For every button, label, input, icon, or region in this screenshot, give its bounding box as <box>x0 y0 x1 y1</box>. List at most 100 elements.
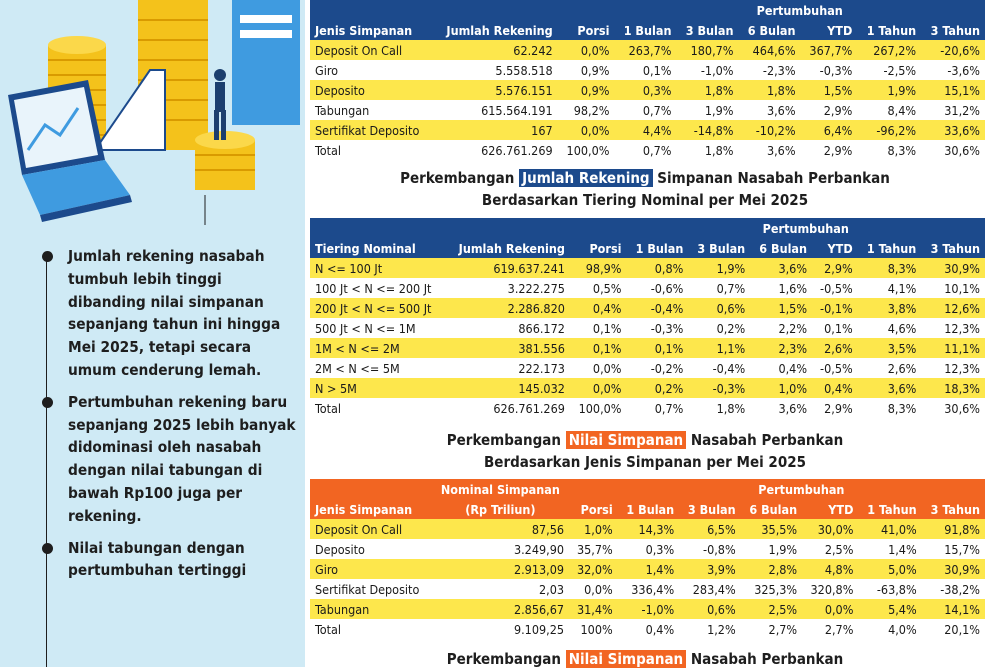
table-cell: 1,6% <box>750 278 813 298</box>
table-cell: 14,3% <box>617 519 680 539</box>
table-cell: 1,0% <box>750 378 813 398</box>
table-cell: 4,0% <box>858 619 922 639</box>
table-cell: Total <box>310 619 432 639</box>
table-cell: 167 <box>432 120 558 140</box>
table-cell: 1,9% <box>740 539 803 559</box>
section-title: Perkembangan Nilai Simpanan Nasabah Perb… <box>305 648 985 670</box>
table-cell: 1,8% <box>738 80 801 100</box>
table-cell: 2.286.820 <box>445 298 570 318</box>
table-cell: 8,3% <box>857 140 922 160</box>
table-cell: 1,4% <box>858 539 922 559</box>
table-cell: Sertifikat Deposito <box>310 120 433 140</box>
table-header-row: Jenis Simpanan Jumlah Rekening Porsi 1 B… <box>310 20 985 40</box>
column-header: Jenis Simpanan <box>310 20 433 40</box>
bullet-item: Pertumbuhan rekening baru sepanjang 2025… <box>28 391 298 528</box>
column-header: (Rp Triliun) <box>431 499 570 519</box>
table-cell: 0,4% <box>569 298 627 318</box>
table-cell: 98,2% <box>557 100 615 120</box>
table-cell: 8,3% <box>857 258 922 278</box>
column-header: Porsi <box>569 499 618 519</box>
bullet-dot-icon <box>42 396 53 408</box>
table-cell: Giro <box>310 60 433 80</box>
title-text: Perkembangan <box>400 169 515 187</box>
table-cell: 2M < N <= 5M <box>310 358 446 378</box>
table-cell: 0,0% <box>557 40 615 60</box>
column-header: 1 Bulan <box>617 499 680 519</box>
table-cell: 0,1% <box>614 60 677 80</box>
table-cell: 31,4% <box>569 599 618 619</box>
table-cell: 0,6% <box>679 599 741 619</box>
table-header-row: Tiering Nominal Jumlah Rekening Porsi 1 … <box>310 238 985 258</box>
column-header: YTD <box>802 499 859 519</box>
table-cell: 0,7% <box>614 100 677 120</box>
table-cell: 6,4% <box>800 120 858 140</box>
group-header: Pertumbuhan <box>617 479 985 499</box>
table-cell: 1,8% <box>688 398 751 418</box>
title-text: Perkembangan <box>446 650 561 668</box>
table-cell: 2,6% <box>812 338 858 358</box>
table-row: Total 626.761.269 100,0% 0,7% 1,8% 3,6% 2,9% 8,… <box>310 140 985 160</box>
table-group-header-row: Pertumbuhan <box>310 0 985 20</box>
column-header: 3 Tahun <box>921 499 985 519</box>
table-cell: -2,5% <box>857 60 922 80</box>
bullet-item: Jumlah rekening nasabah tumbuh lebih tin… <box>28 245 298 382</box>
table-cell: 30,6% <box>921 140 985 160</box>
table-cell: 12,6% <box>921 298 985 318</box>
title-highlight: Jumlah Rekening <box>519 169 653 187</box>
group-header: Pertumbuhan <box>626 218 985 238</box>
table-cell: 91,8% <box>921 519 985 539</box>
finance-illustration <box>8 0 300 225</box>
table-cell: 30,0% <box>802 519 859 539</box>
table-cell: -0,4% <box>688 358 751 378</box>
table-cell: 100% <box>569 619 618 639</box>
table-cell: 381.556 <box>445 338 570 358</box>
table-cell: -0,8% <box>679 539 741 559</box>
table-cell: Tabungan <box>310 100 433 120</box>
table-cell: 325,3% <box>740 579 803 599</box>
table-cell: 4,6% <box>857 318 922 338</box>
table-cell: 100 Jt < N <= 200 Jt <box>310 278 446 298</box>
column-header: Tiering Nominal <box>310 238 446 258</box>
table-cell: 33,6% <box>921 120 985 140</box>
table-cell: -96,2% <box>857 120 922 140</box>
table-cell: 100,0% <box>557 140 615 160</box>
title-text: Perkembangan <box>446 431 561 449</box>
table-cell: 31,2% <box>921 100 985 120</box>
table-cell: 5.558.518 <box>432 60 558 80</box>
table-cell: 263,7% <box>614 40 677 60</box>
table-cell: 0,1% <box>569 318 627 338</box>
table-cell: 11,1% <box>921 338 985 358</box>
bullet-text: Jumlah rekening nasabah tumbuh lebih tin… <box>68 247 281 379</box>
column-header: Jenis Simpanan <box>310 499 432 519</box>
table-cell: 180,7% <box>676 40 739 60</box>
bullet-list: Jumlah rekening nasabah tumbuh lebih tin… <box>28 245 298 591</box>
table-cell: 0,0% <box>557 120 615 140</box>
table-cell: 2.913,09 <box>431 559 570 579</box>
table-cell: -0,3% <box>800 60 858 80</box>
column-header: 1 Bulan <box>626 238 689 258</box>
table-cell: 8,4% <box>857 100 922 120</box>
table-cell: 2,6% <box>857 358 922 378</box>
bullet-item: Nilai tabungan dengan pertumbuhan tertin… <box>28 537 298 583</box>
table-cell: 866.172 <box>445 318 570 338</box>
table-cell: -0,4% <box>626 298 689 318</box>
table-cell: 12,3% <box>921 318 985 338</box>
column-header: 3 Bulan <box>676 20 739 40</box>
table-cell: -1,0% <box>676 60 739 80</box>
column-header: Jumlah Rekening <box>445 238 570 258</box>
table-cell: 2,8% <box>740 559 803 579</box>
table-group-header-row: Pertumbuhan <box>310 218 985 238</box>
table-cell: -0,2% <box>626 358 689 378</box>
table-cell: -1,0% <box>617 599 680 619</box>
table-cell: 2,9% <box>812 398 858 418</box>
column-header: 6 Bulan <box>738 20 801 40</box>
table-cell: 5.576.151 <box>432 80 558 100</box>
document-icon <box>232 0 300 125</box>
table-cell: 1,8% <box>676 80 739 100</box>
column-header: 1 Tahun <box>858 499 922 519</box>
table-body: Nominal Simpanan Pertumbuhan Jenis Simpa… <box>310 479 985 639</box>
table-cell: 626.761.269 <box>445 398 570 418</box>
table-cell: 283,4% <box>679 579 741 599</box>
table-cell: 320,8% <box>802 579 859 599</box>
table-cell: 30,6% <box>921 398 985 418</box>
